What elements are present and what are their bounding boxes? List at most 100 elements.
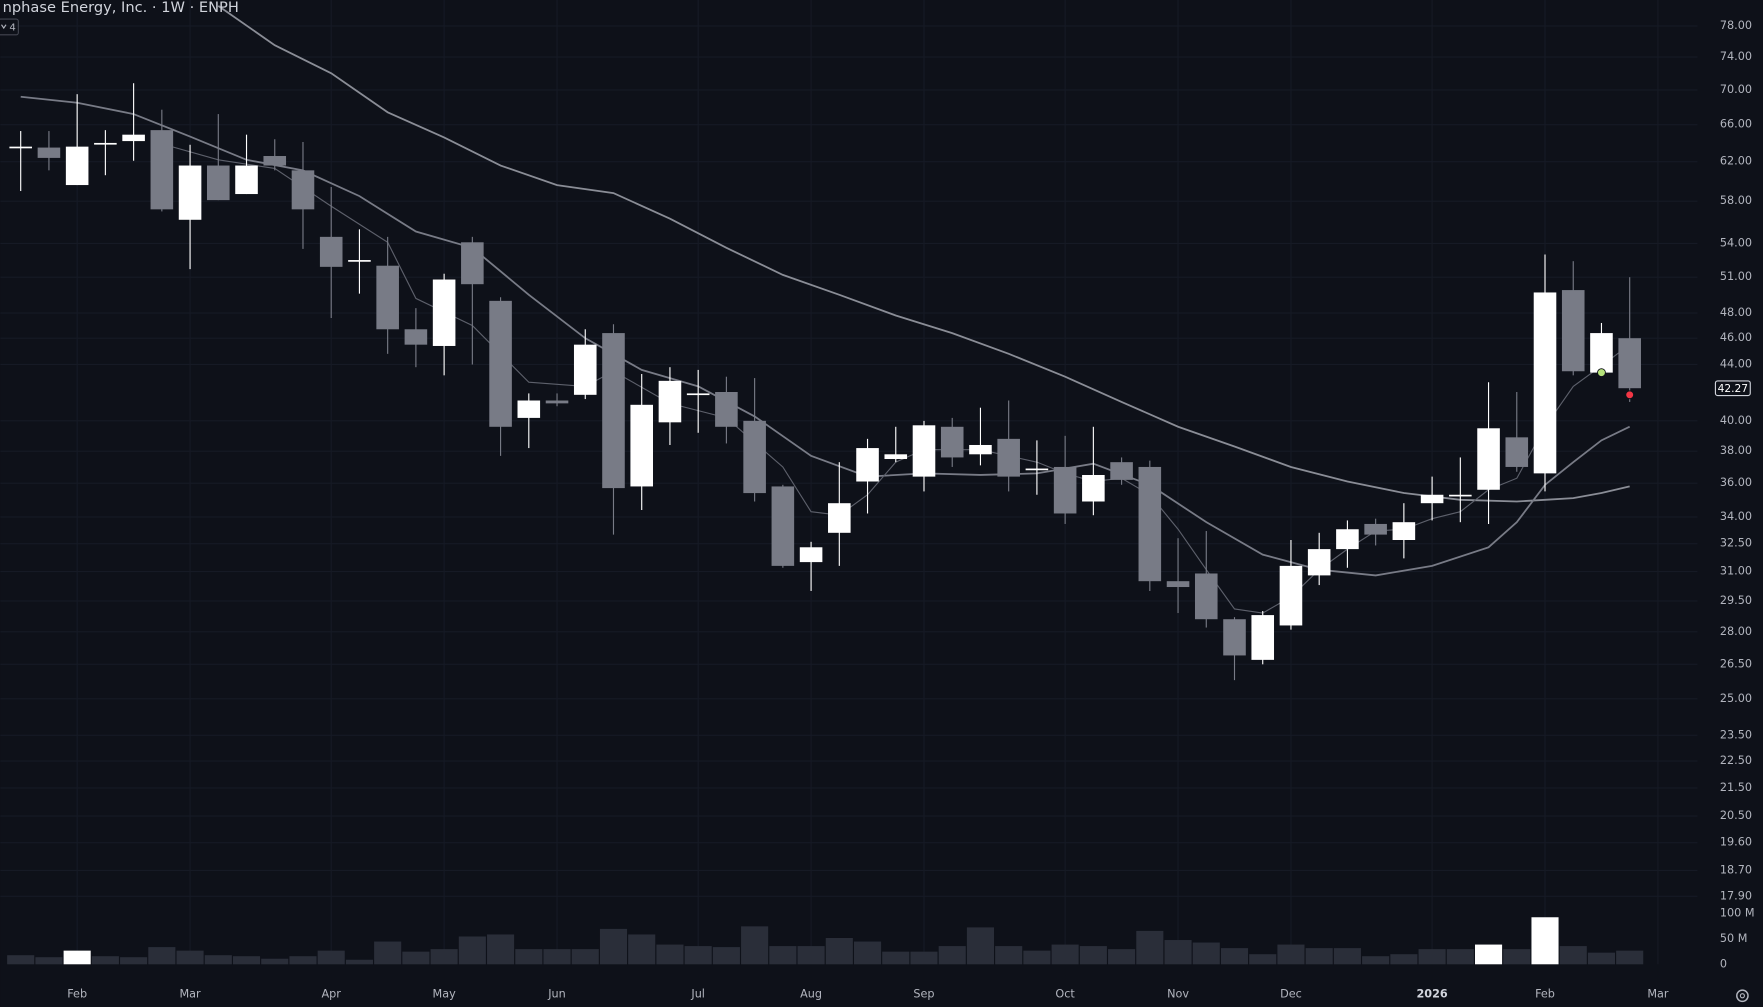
volume-bar	[741, 926, 769, 965]
candle-body	[291, 170, 315, 210]
candle-body	[1166, 581, 1190, 588]
candle-body	[1053, 466, 1077, 514]
candle-body	[658, 380, 682, 423]
candle-body	[461, 242, 484, 285]
volume-tick-label: 100 M	[1720, 907, 1755, 920]
volume-bar	[402, 951, 430, 965]
volume-bar	[232, 956, 261, 965]
volume-bar	[515, 949, 543, 965]
volume-bar	[628, 934, 656, 965]
last-price-label: 42.27	[1718, 382, 1749, 395]
candle-body	[348, 260, 371, 262]
y-tick-label: 26.50	[1720, 657, 1752, 670]
volume-bar	[1475, 944, 1503, 965]
volume-bar	[684, 946, 712, 965]
volume-bar	[1418, 949, 1446, 965]
candle-body	[799, 547, 823, 563]
y-tick-label: 66.00	[1720, 118, 1752, 131]
candle-body	[828, 503, 851, 533]
candle-body	[376, 265, 399, 330]
chevron-icon	[1, 24, 7, 30]
settings-gear-center[interactable]	[1739, 993, 1745, 999]
volume-bar	[1362, 956, 1390, 965]
x-tick-label: Nov	[1167, 988, 1189, 1001]
candle-body	[1251, 615, 1275, 660]
volume-bar	[853, 941, 882, 965]
volume-bar	[1446, 949, 1474, 965]
y-tick-label: 18.70	[1720, 863, 1752, 876]
y-tick-label: 36.00	[1720, 476, 1752, 489]
volume-bar	[176, 950, 204, 965]
y-tick-label: 62.00	[1720, 155, 1752, 168]
candle-body	[489, 300, 512, 427]
x-tick-label: Apr	[321, 988, 341, 1001]
candle-body	[1082, 474, 1105, 502]
volume-bar	[712, 947, 740, 965]
settings-icon[interactable]	[1736, 989, 1749, 1003]
candle-body	[1618, 338, 1641, 389]
y-tick-label: 31.00	[1720, 565, 1752, 578]
candle-body	[1505, 437, 1529, 467]
candle-body	[997, 438, 1020, 477]
x-tick-label: Feb	[67, 988, 87, 1001]
volume-bar	[1164, 940, 1192, 965]
candle-body	[602, 333, 625, 489]
x-tick-label: Jul	[690, 988, 705, 1001]
volume-bar	[1305, 948, 1333, 965]
indicator-count: 4	[9, 23, 15, 34]
volume-bar	[1192, 942, 1220, 965]
candle-body	[573, 344, 597, 395]
volume-bar	[289, 956, 317, 965]
y-tick-label: 48.00	[1720, 306, 1752, 319]
candle-body	[1336, 529, 1359, 550]
signal-marker	[1625, 390, 1635, 400]
x-tick-label: 2026	[1416, 988, 1447, 1001]
y-tick-label: 38.00	[1720, 444, 1752, 457]
candle-body	[630, 404, 654, 487]
candle-body	[545, 400, 569, 404]
volume-bar	[1333, 948, 1361, 965]
volume-bar	[1108, 949, 1136, 965]
y-tick-label: 78.00	[1720, 19, 1752, 32]
settings-gear[interactable]	[1736, 989, 1749, 1003]
candle-body	[1307, 549, 1331, 576]
y-tick-label: 23.50	[1720, 728, 1752, 741]
candle-body	[432, 279, 456, 346]
volume-bar	[345, 959, 373, 965]
volume-bar	[1023, 950, 1051, 965]
plot	[7, 5, 1644, 965]
candle-body	[1449, 494, 1472, 497]
candle-body	[1194, 573, 1218, 620]
volume-bar	[1531, 917, 1559, 965]
candle-body	[1590, 333, 1613, 373]
y-tick-label: 32.50	[1720, 537, 1752, 550]
candle-body	[9, 146, 32, 149]
x-tick-label: Jun	[547, 988, 566, 1001]
volume-bar	[1587, 952, 1616, 965]
volume-tick-label: 0	[1720, 957, 1727, 970]
y-tick-label: 51.00	[1720, 270, 1752, 283]
candle-body	[1364, 523, 1387, 535]
x-tick-label: Feb	[1535, 988, 1555, 1001]
volume-bar	[1559, 946, 1587, 965]
volume-bar	[204, 955, 232, 965]
volume-bar	[966, 927, 994, 965]
volume-bar	[797, 946, 825, 965]
candle-body	[771, 486, 795, 566]
x-tick-label: Sep	[913, 988, 934, 1001]
candle-body	[1223, 619, 1246, 656]
indicator-toggle[interactable]	[0, 18, 19, 36]
volume-bar	[882, 951, 910, 965]
candle-body	[1477, 428, 1500, 490]
x-tick-label: May	[433, 988, 457, 1001]
candle-body	[37, 147, 61, 158]
y-tick-label: 70.00	[1720, 83, 1752, 96]
y-tick-label: 58.00	[1720, 194, 1752, 207]
x-tick-label: Mar	[179, 988, 201, 1001]
candle-body	[65, 146, 89, 186]
candle-body	[517, 400, 541, 418]
volume-bar	[1051, 944, 1079, 965]
volume-bar	[317, 950, 345, 965]
candle-body	[969, 444, 992, 455]
